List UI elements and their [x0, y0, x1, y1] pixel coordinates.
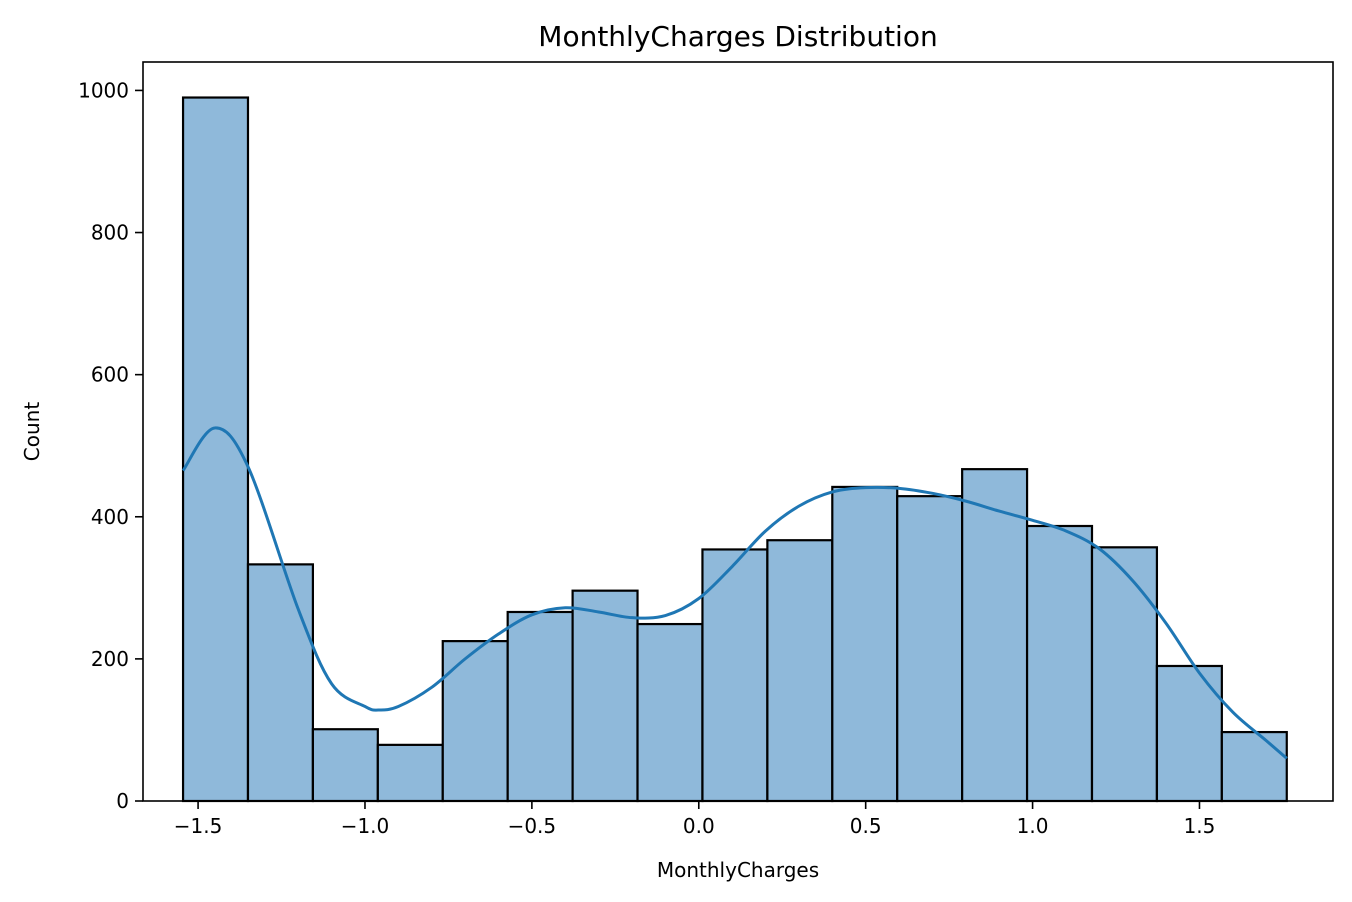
histogram-bar	[1090, 546, 1159, 803]
y-tick-label: 0	[116, 789, 129, 813]
histogram-bar	[311, 728, 379, 803]
y-tick-label: 600	[91, 363, 129, 387]
histogram-bar	[1025, 524, 1094, 803]
x-tick-label: −1.5	[174, 814, 223, 838]
x-tick-label: −1.0	[341, 814, 390, 838]
histogram-bar	[636, 622, 704, 803]
histogram-bar	[441, 640, 509, 803]
y-axis: 0 200 400 600 800 1000	[78, 78, 143, 813]
y-tick-label: 200	[91, 647, 129, 671]
histogram-bar	[246, 563, 315, 803]
histogram-bar	[766, 539, 834, 803]
histogram-bar	[961, 468, 1029, 803]
histogram-bar	[1220, 730, 1288, 803]
plot-frame	[142, 61, 1334, 802]
kde-curve	[181, 426, 1288, 760]
x-tick-label: 1.0	[1017, 814, 1049, 838]
x-axis: −1.5 −1.0 −0.5 0.0 0.5 1.0 1.5	[174, 801, 1216, 838]
x-tick-label: −0.5	[508, 814, 557, 838]
y-tick-label: 800	[91, 221, 129, 245]
histogram-bar	[506, 610, 574, 803]
histogram-bar	[831, 485, 899, 803]
histogram-bar	[701, 548, 769, 803]
x-tick-label: 1.5	[1184, 814, 1216, 838]
histogram-bar	[376, 743, 444, 803]
histogram-bar	[896, 495, 964, 803]
bars-group	[181, 96, 1288, 803]
y-axis-label: Count	[20, 402, 44, 462]
y-tick-label: 1000	[78, 78, 129, 102]
histogram-bar	[1155, 664, 1223, 803]
x-tick-label: 0.5	[850, 814, 882, 838]
x-axis-label: MonthlyCharges	[657, 858, 819, 882]
histogram-bar	[571, 589, 639, 803]
x-tick-label: 0.0	[683, 814, 715, 838]
chart-title: MonthlyCharges Distribution	[538, 20, 937, 53]
y-tick-label: 400	[91, 505, 129, 529]
